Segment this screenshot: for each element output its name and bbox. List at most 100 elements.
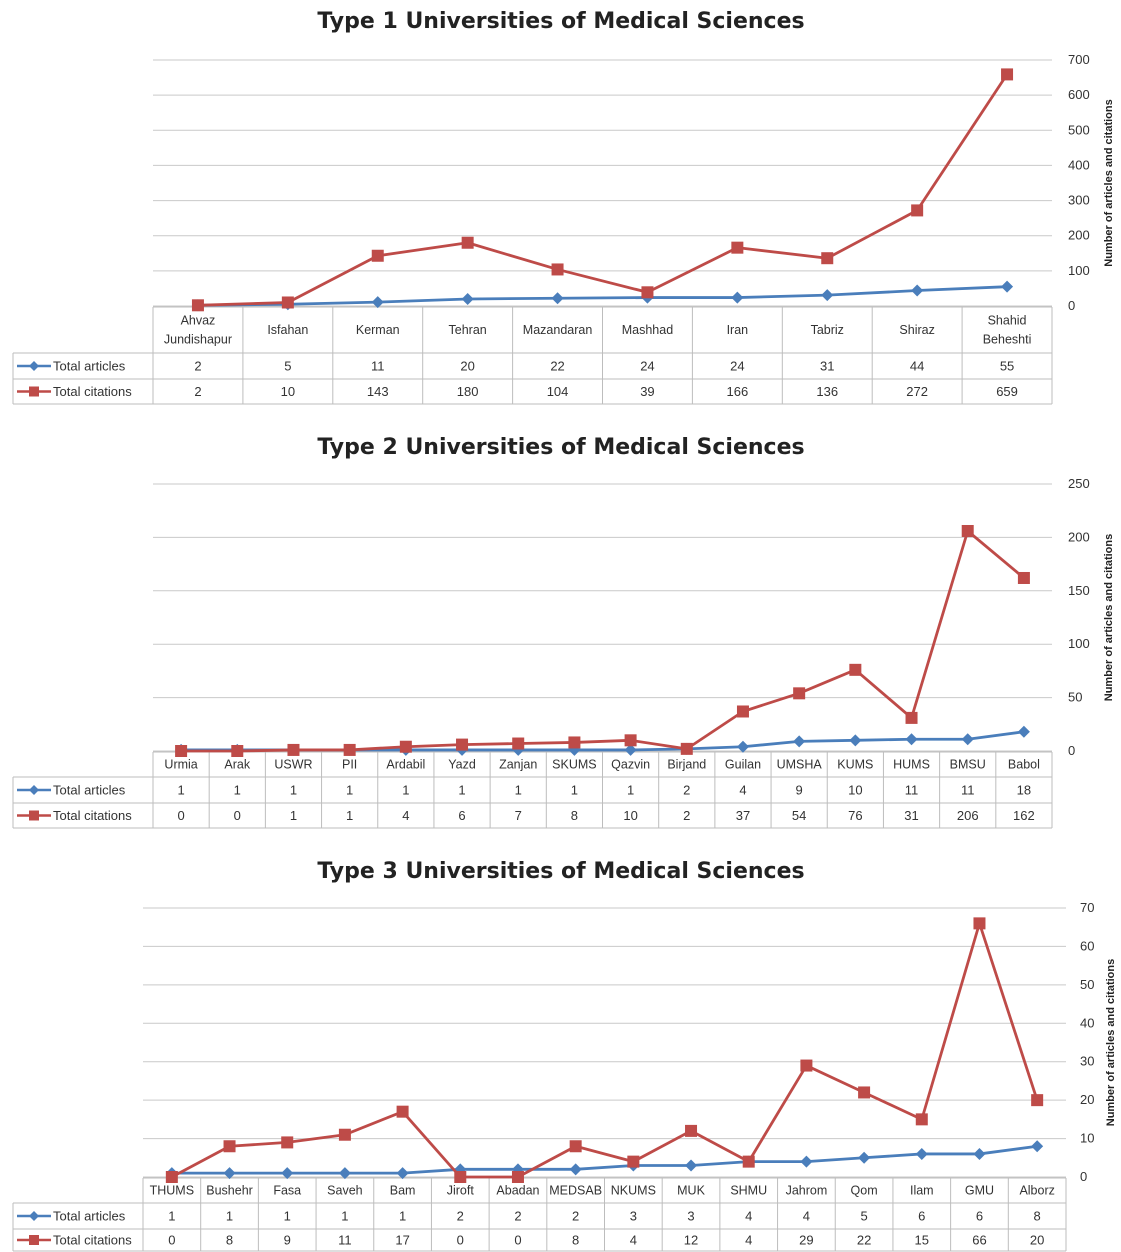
category-label: Tabriz: [811, 323, 844, 337]
legend-key-articles: [17, 361, 51, 371]
table-cell: 6: [458, 808, 465, 823]
data-point-citations: [456, 738, 469, 751]
category-label: Urmia: [164, 758, 197, 772]
table-cell: 0: [457, 1233, 464, 1248]
table-cell: 22: [550, 359, 564, 374]
data-point-articles: [961, 733, 974, 746]
table-cell: 1: [402, 783, 409, 798]
table-cell: 5: [284, 359, 291, 374]
y-tick-label: 70: [1080, 900, 1094, 915]
legend-marker: [29, 361, 39, 371]
table-cell: 5: [860, 1209, 867, 1224]
table-cell: 20: [460, 359, 474, 374]
legend-label: Total citations: [53, 808, 132, 823]
data-point-articles: [551, 292, 564, 305]
data-point-citations: [821, 252, 834, 265]
y-tick-label: 400: [1068, 157, 1090, 172]
table-cell: 2: [572, 1209, 579, 1224]
chart-title: Type 1 Universities of Medical Sciences: [317, 9, 804, 34]
category-label: Yazd: [448, 758, 476, 772]
table-cell: 1: [627, 783, 634, 798]
category-label: Babol: [1008, 758, 1040, 772]
category-label: Guilan: [725, 758, 761, 772]
data-point-articles: [1017, 725, 1030, 738]
data-point-citations: [1031, 1094, 1044, 1107]
table-cell: 11: [961, 783, 975, 798]
data-point-citations: [399, 740, 412, 753]
legend-label: Total articles: [53, 1209, 126, 1224]
table-cell: 11: [371, 359, 385, 374]
table-cell: 8: [226, 1233, 233, 1248]
data-point-articles: [1031, 1140, 1044, 1153]
data-point-citations: [641, 286, 654, 299]
category-label: Mazandaran: [523, 323, 593, 337]
category-label: Mashhad: [622, 323, 673, 337]
table-cell: 6: [918, 1209, 925, 1224]
legend-key-citations: [17, 386, 51, 397]
chart-2: Type 2 Universities of Medical Sciences 0…: [12, 435, 1115, 829]
table-cell: 2: [194, 359, 201, 374]
legend-marker: [29, 1235, 39, 1245]
category-label: Alborz: [1019, 1184, 1054, 1198]
table-cell: 2: [194, 384, 201, 399]
table-cell: 2: [683, 783, 690, 798]
data-point-articles: [223, 1167, 236, 1180]
table-cell: 2: [457, 1209, 464, 1224]
data-point-articles: [736, 740, 749, 753]
table-cell: 6: [976, 1209, 983, 1224]
table-cell: 12: [684, 1233, 698, 1248]
data-point-citations: [685, 1124, 698, 1137]
data-point-citations: [911, 204, 924, 217]
table-cell: 7: [515, 808, 522, 823]
legend-key-articles: [17, 785, 51, 795]
y-tick-label: 150: [1068, 583, 1090, 598]
table-cell: 1: [346, 783, 353, 798]
table-cell: 24: [730, 359, 744, 374]
data-point-articles: [685, 1159, 698, 1172]
data-point-citations: [461, 236, 474, 249]
y-tick-label: 0: [1068, 298, 1075, 313]
table-cell: 180: [457, 384, 479, 399]
table-cell: 17: [395, 1233, 409, 1248]
data-point-citations: [343, 743, 356, 756]
data-point-citations: [793, 687, 806, 700]
y-tick-label: 40: [1080, 1015, 1094, 1030]
table-cell: 15: [915, 1233, 929, 1248]
data-point-articles: [915, 1147, 928, 1160]
table-cell: 206: [957, 808, 979, 823]
table-cell: 1: [515, 783, 522, 798]
y-tick-label: 100: [1068, 263, 1090, 278]
y-tick-label: 500: [1068, 122, 1090, 137]
data-point-articles: [905, 733, 918, 746]
legend-label: Total citations: [53, 384, 132, 399]
data-point-articles: [911, 284, 924, 297]
data-point-citations: [973, 917, 986, 930]
data-point-citations: [680, 742, 693, 755]
category-label: Jahrom: [786, 1184, 828, 1198]
table-cell: 0: [234, 808, 241, 823]
data-point-citations: [915, 1113, 928, 1126]
table-cell: 1: [168, 1209, 175, 1224]
legend-key-articles: [17, 1211, 51, 1221]
table-cell: 2: [514, 1209, 521, 1224]
category-label: BMSU: [950, 758, 986, 772]
data-point-citations: [731, 241, 744, 254]
data-table: Urmia Arak USWR PII Ardabil Yazd Zanjan SKUMS Qa…: [12, 751, 1053, 829]
legend-label: Total articles: [53, 783, 126, 798]
data-point-citations: [849, 663, 862, 676]
y-tick-label: 600: [1068, 87, 1090, 102]
table-cell: 4: [402, 808, 409, 823]
category-label: Arak: [224, 758, 250, 772]
data-point-citations: [569, 1140, 582, 1153]
table-cell: 136: [816, 384, 838, 399]
table-cell: 39: [640, 384, 654, 399]
legend-label: Total articles: [53, 359, 126, 374]
legend-marker: [29, 785, 39, 795]
category-label: Ahvaz: [181, 314, 216, 328]
data-point-citations: [551, 263, 564, 276]
data-point-citations: [223, 1140, 236, 1153]
table-cell: 4: [739, 783, 746, 798]
legend-marker: [29, 386, 39, 397]
category-label: THUMS: [150, 1184, 194, 1198]
table-cell: 272: [906, 384, 928, 399]
